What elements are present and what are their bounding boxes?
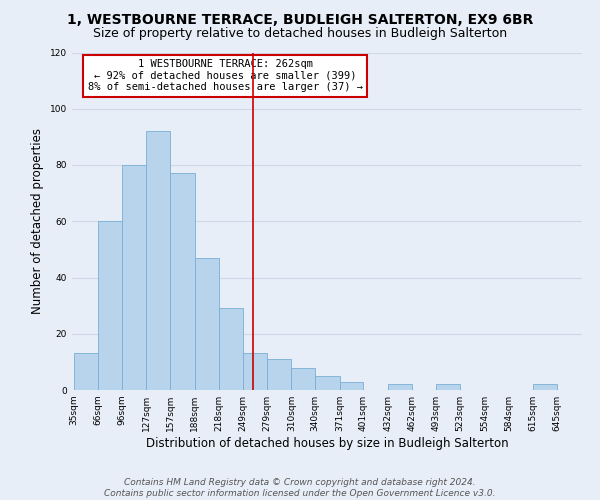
Bar	[170, 174, 195, 390]
Bar	[436, 384, 460, 390]
Bar	[388, 384, 412, 390]
Bar	[74, 354, 98, 390]
Text: 1, WESTBOURNE TERRACE, BUDLEIGH SALTERTON, EX9 6BR: 1, WESTBOURNE TERRACE, BUDLEIGH SALTERTO…	[67, 12, 533, 26]
X-axis label: Distribution of detached houses by size in Budleigh Salterton: Distribution of detached houses by size …	[146, 437, 508, 450]
Bar	[267, 359, 292, 390]
Bar	[243, 354, 267, 390]
Text: Size of property relative to detached houses in Budleigh Salterton: Size of property relative to detached ho…	[93, 28, 507, 40]
Bar	[218, 308, 243, 390]
Bar	[340, 382, 364, 390]
Y-axis label: Number of detached properties: Number of detached properties	[31, 128, 44, 314]
Bar	[315, 376, 340, 390]
Bar	[195, 258, 218, 390]
Text: Contains HM Land Registry data © Crown copyright and database right 2024.
Contai: Contains HM Land Registry data © Crown c…	[104, 478, 496, 498]
Bar	[292, 368, 315, 390]
Text: 1 WESTBOURNE TERRACE: 262sqm
← 92% of detached houses are smaller (399)
8% of se: 1 WESTBOURNE TERRACE: 262sqm ← 92% of de…	[88, 59, 362, 92]
Bar	[122, 165, 146, 390]
Bar	[98, 221, 122, 390]
Bar	[146, 131, 170, 390]
Bar	[533, 384, 557, 390]
